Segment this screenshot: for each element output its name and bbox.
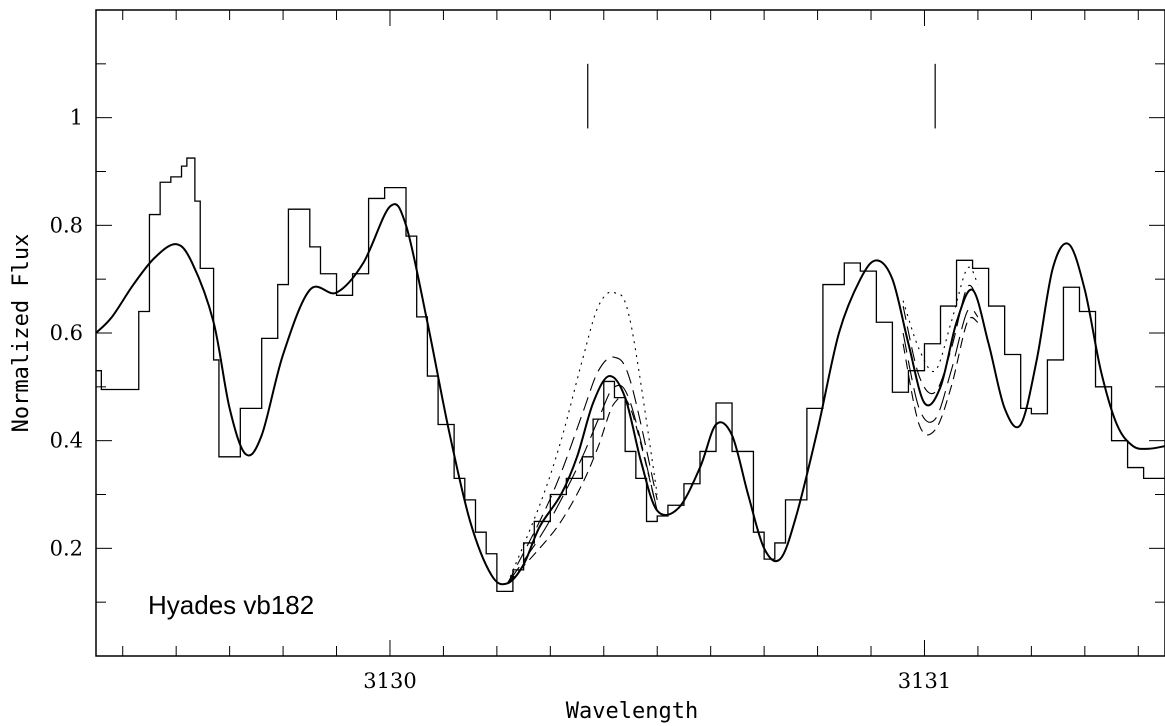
synthetic-variant-dashed	[902, 316, 979, 436]
synthetic-best-fit	[96, 203, 1165, 586]
observed-spectrum	[96, 157, 1165, 593]
y-tick-label: 0.2	[50, 536, 83, 560]
x-tick-label: 3130	[363, 669, 416, 693]
y-tick-label: 1	[70, 106, 83, 130]
line-markers	[587, 63, 936, 129]
synthetic-variant-dashed	[507, 356, 658, 584]
y-tick-label: 0.6	[50, 321, 83, 345]
series-group	[96, 157, 1165, 593]
synthetic-variant-dashed	[902, 307, 979, 423]
synthetic-variant-dotted	[507, 291, 658, 584]
y-tick-label: 0.4	[50, 429, 83, 453]
y-tick-label: 0.8	[50, 213, 83, 237]
synthetic-variant-dotted	[902, 266, 979, 373]
x-axis-title: Wavelength	[566, 699, 698, 724]
synthetic-variant-dashed	[507, 384, 658, 584]
star-annotation: Hyades vb182	[148, 590, 314, 620]
y-axis-title: Normalized Flux	[9, 234, 34, 433]
minor-ticks	[96, 10, 1165, 656]
synthetic-variant-dashed	[507, 396, 658, 584]
tick-labels: 3130 3131 0.2 0.4 0.6 0.8 1	[50, 106, 952, 693]
x-tick-label: 3131	[898, 669, 951, 693]
